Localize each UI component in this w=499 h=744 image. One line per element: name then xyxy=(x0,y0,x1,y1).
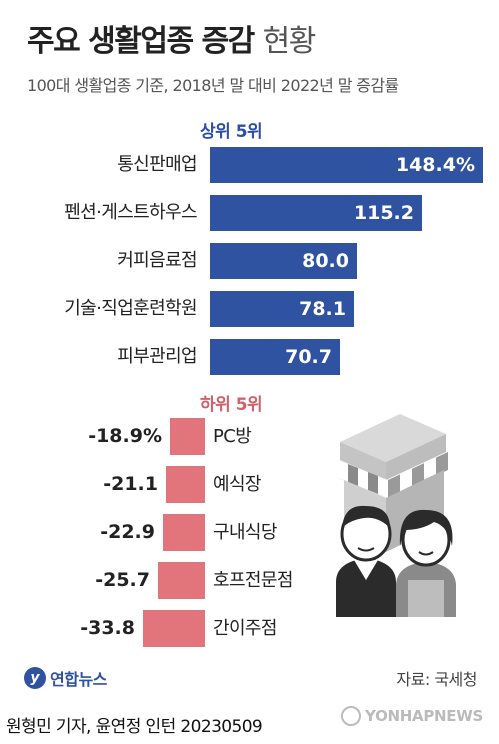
bottom5-bar xyxy=(163,514,205,551)
infographic-frame: 주요 생활업종 증감 현황 100대 생활업종 기준, 2018년 말 대비 2… xyxy=(0,16,499,692)
bottom5-value-label: -18.9% xyxy=(88,425,162,447)
watermark-text: YONHAPNEWS xyxy=(365,707,483,725)
top5-category-label: 펜션·게스트하우스 xyxy=(64,202,197,223)
top5-category-label: 기술·직업훈련학원 xyxy=(64,298,197,319)
title-light: 현황 xyxy=(262,24,317,59)
top5-row: 통신판매업 148.4% xyxy=(0,147,499,183)
top5-bar xyxy=(210,195,422,231)
top5-value-label: 70.7 xyxy=(285,346,332,368)
bottom5-bar xyxy=(158,562,205,599)
man-figure-icon xyxy=(336,505,396,617)
shop-owners-illustration xyxy=(336,414,456,617)
top5-row: 기술·직업훈련학원 78.1 xyxy=(0,291,499,327)
top5-value-label: 80.0 xyxy=(302,250,349,272)
top5-row: 피부관리업 70.7 xyxy=(0,339,499,375)
top5-bar xyxy=(210,339,340,375)
page-subtitle: 100대 생활업종 기준, 2018년 말 대비 2022년 말 증감률 xyxy=(27,76,399,95)
bottom5-value-label: -25.7 xyxy=(95,569,150,591)
bottom5-category-label: PC방 xyxy=(213,426,252,447)
logo-text: 연합뉴스 xyxy=(50,670,107,689)
bottom5-bar xyxy=(166,466,205,503)
bottom5-row: -21.1 예식장 xyxy=(0,466,499,503)
byline-credit: 원형민 기자, 윤연정 인턴 20230509 xyxy=(6,717,263,737)
watermark: YONHAPNEWS xyxy=(341,706,483,726)
top5-section-label: 상위 5위 xyxy=(200,122,263,142)
top5-category-label: 피부관리업 xyxy=(117,346,197,367)
bottom5-category-label: 간이주점 xyxy=(213,618,277,639)
top5-bar xyxy=(210,243,357,279)
bottom5-row: -18.9% PC방 xyxy=(0,418,499,455)
bottom5-bar xyxy=(143,610,205,647)
bottom5-row: -25.7 호프전문점 xyxy=(0,562,499,599)
bottom5-row: -33.8 간이주점 xyxy=(0,610,499,647)
watermark-logo-icon xyxy=(341,706,362,726)
bottom5-category-label: 호프전문점 xyxy=(213,570,293,591)
title-bold: 주요 생활업종 증감 xyxy=(27,24,255,59)
top5-value-label: 115.2 xyxy=(353,202,414,224)
bottom5-row: -22.9 구내식당 xyxy=(0,514,499,551)
bottom5-category-label: 예식장 xyxy=(213,474,261,495)
woman-figure-icon xyxy=(396,509,456,617)
top5-bar xyxy=(210,291,354,327)
top5-value-label: 148.4% xyxy=(395,154,475,176)
bottom5-bar xyxy=(170,418,205,455)
bottom5-section-label: 하위 5위 xyxy=(200,395,263,415)
data-source: 자료: 국세청 xyxy=(396,670,477,689)
top5-row: 커피음료점 80.0 xyxy=(0,243,499,279)
top5-category-label: 커피음료점 xyxy=(117,250,197,271)
top5-row: 펜션·게스트하우스 115.2 xyxy=(0,195,499,231)
yonhap-logo-mark-icon: y xyxy=(24,667,46,689)
bottom5-value-label: -21.1 xyxy=(103,473,158,495)
top5-category-label: 통신판매업 xyxy=(117,154,197,175)
page-title: 주요 생활업종 증감 현황 xyxy=(27,16,317,60)
top5-bar xyxy=(210,147,483,183)
bottom5-value-label: -33.8 xyxy=(80,617,135,639)
top5-value-label: 78.1 xyxy=(299,298,346,320)
yonhap-logo: y 연합뉴스 xyxy=(24,664,107,692)
bottom5-value-label: -22.9 xyxy=(100,521,155,543)
bottom5-category-label: 구내식당 xyxy=(213,522,277,543)
